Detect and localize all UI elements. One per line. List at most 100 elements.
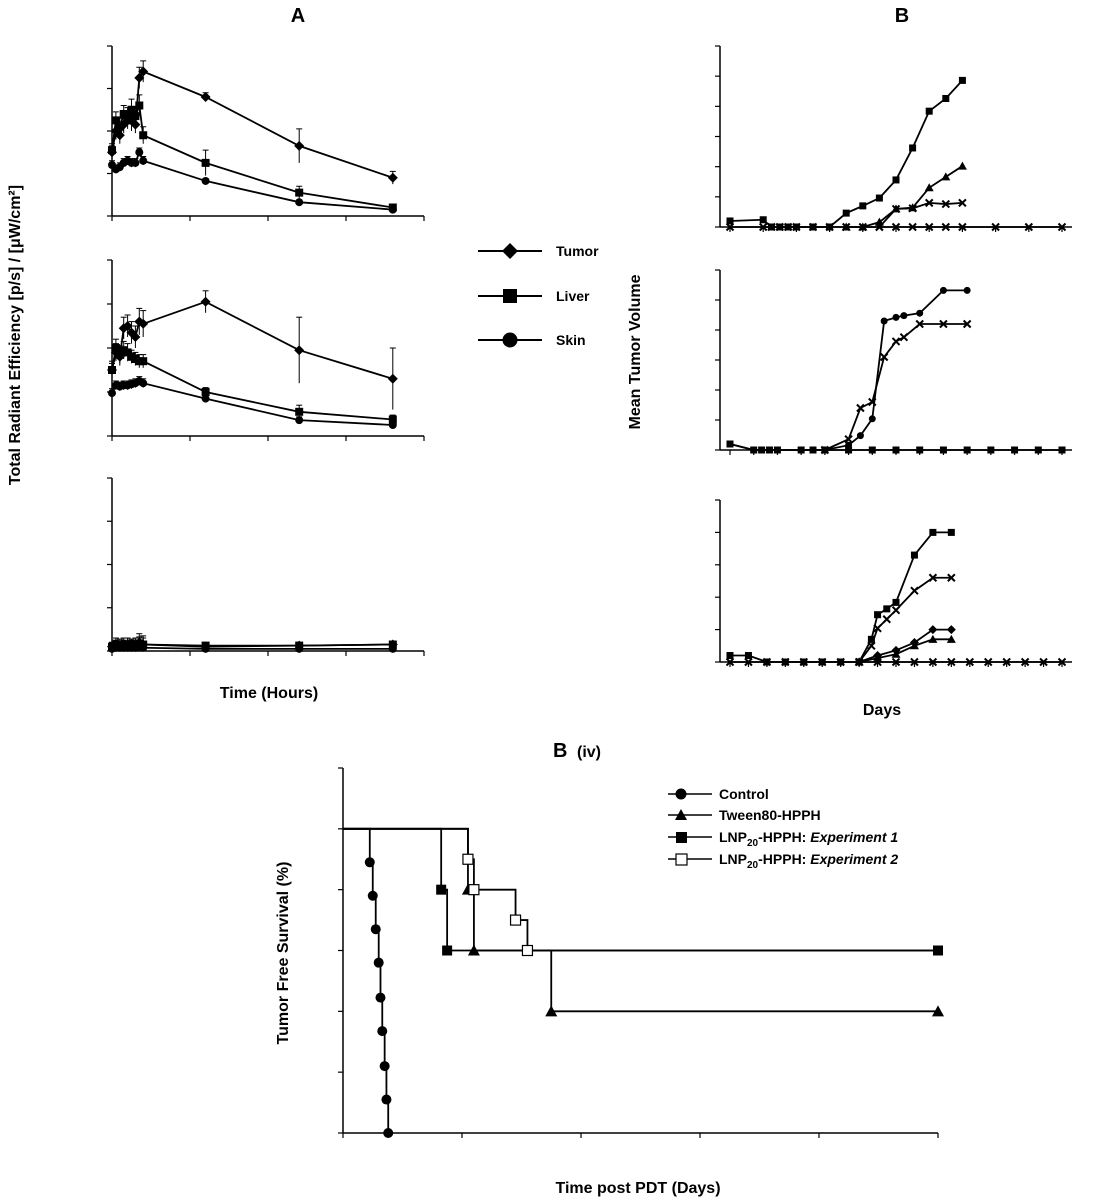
data-point bbox=[939, 319, 948, 329]
data-point bbox=[111, 116, 120, 125]
legend-biv-exp2-mid: -HPPH: bbox=[758, 851, 810, 867]
series-lnp20-hpph-experiment-1 bbox=[343, 827, 943, 956]
data-point bbox=[891, 657, 901, 667]
series-tumor bbox=[107, 60, 398, 185]
data-point bbox=[899, 332, 909, 342]
data-point bbox=[1039, 657, 1048, 667]
data-point bbox=[942, 94, 950, 102]
chart-a-ii bbox=[107, 259, 425, 441]
series-skin bbox=[108, 642, 397, 653]
data-point bbox=[891, 204, 901, 214]
data-point bbox=[377, 1026, 388, 1037]
series--2-5-6-7-9-10 bbox=[725, 657, 1067, 667]
data-point bbox=[873, 624, 882, 633]
series-liver bbox=[108, 94, 397, 212]
series-line bbox=[824, 323, 968, 451]
data-point bbox=[726, 217, 734, 225]
chart-b-iv bbox=[338, 767, 944, 1138]
data-point bbox=[135, 101, 144, 110]
legend-biv-tween: Tween80-HPPH bbox=[668, 807, 821, 823]
series--1-2-4 bbox=[726, 440, 1066, 454]
data-point bbox=[468, 884, 480, 896]
data-point bbox=[859, 202, 867, 210]
data-point bbox=[134, 72, 145, 83]
data-point bbox=[201, 644, 210, 653]
data-point bbox=[874, 611, 882, 619]
survival-step-line bbox=[343, 827, 390, 1133]
data-point bbox=[373, 957, 384, 968]
panel-label-a: A bbox=[291, 5, 305, 27]
data-point bbox=[963, 286, 971, 294]
data-point bbox=[924, 222, 934, 232]
legend-a: Tumor Liver Skin bbox=[478, 243, 599, 348]
legend-a-tumor-label: Tumor bbox=[556, 243, 599, 259]
data-point bbox=[792, 222, 801, 232]
data-point bbox=[375, 992, 386, 1003]
data-point bbox=[924, 183, 934, 192]
data-point bbox=[868, 446, 876, 454]
legend-biv-control-label: Control bbox=[719, 786, 769, 802]
data-point bbox=[295, 407, 304, 416]
series-line bbox=[878, 201, 963, 228]
b-y-axis-label: Mean Tumor Volume bbox=[627, 274, 644, 429]
data-point bbox=[201, 158, 210, 167]
data-point bbox=[880, 317, 888, 325]
legend-a-tumor-marker bbox=[502, 243, 518, 259]
data-point bbox=[809, 446, 817, 454]
data-point bbox=[891, 222, 901, 232]
legend-biv-exp2-label: LNP20-HPPH: Experiment 2 bbox=[719, 851, 898, 871]
data-point bbox=[841, 222, 851, 232]
data-point bbox=[947, 657, 956, 667]
data-point bbox=[856, 432, 864, 440]
data-point bbox=[910, 586, 919, 595]
legend-biv-exp1-label: LNP20-HPPH: Experiment 1 bbox=[719, 829, 898, 849]
legend-biv-exp1-italic: Experiment 1 bbox=[810, 829, 898, 845]
data-point bbox=[821, 446, 829, 454]
data-point bbox=[858, 222, 868, 232]
data-point bbox=[891, 605, 901, 615]
b-x-axis-label: Days bbox=[863, 702, 901, 719]
data-point bbox=[1057, 222, 1067, 232]
data-point bbox=[122, 321, 133, 331]
data-point bbox=[883, 605, 891, 613]
legend-biv-control: Control bbox=[668, 786, 769, 802]
data-point bbox=[910, 657, 919, 667]
data-point bbox=[987, 446, 995, 454]
legend-a-liver: Liver bbox=[478, 288, 590, 304]
data-point bbox=[892, 446, 900, 454]
data-point bbox=[882, 615, 891, 624]
data-point bbox=[842, 209, 850, 217]
data-point bbox=[135, 148, 144, 157]
legend-biv-control-marker bbox=[675, 788, 687, 800]
data-point bbox=[200, 296, 211, 307]
data-point bbox=[891, 337, 901, 346]
series-skin bbox=[108, 147, 397, 214]
data-point bbox=[462, 853, 474, 865]
data-point bbox=[130, 332, 141, 342]
chart-a-i bbox=[107, 45, 425, 221]
data-point bbox=[131, 158, 140, 167]
data-point bbox=[387, 373, 398, 384]
legend-biv-exp2: LNP20-HPPH: Experiment 2 bbox=[668, 851, 898, 871]
series--3 bbox=[841, 161, 967, 231]
series-liver bbox=[108, 338, 397, 424]
data-point bbox=[958, 222, 967, 232]
data-point bbox=[875, 222, 884, 232]
panel-label-biv: B (iv) bbox=[553, 740, 601, 762]
data-point bbox=[957, 161, 967, 170]
legend-biv-tween-label: Tween80-HPPH bbox=[719, 807, 821, 823]
data-point bbox=[941, 172, 951, 181]
panel-label-b: B bbox=[895, 5, 909, 27]
data-point bbox=[758, 446, 766, 454]
data-point bbox=[108, 146, 116, 155]
data-point bbox=[115, 350, 124, 359]
data-point bbox=[725, 657, 735, 667]
data-point bbox=[928, 657, 938, 667]
series-skin bbox=[108, 376, 397, 429]
data-point bbox=[379, 1061, 390, 1072]
data-point bbox=[139, 643, 148, 652]
data-point bbox=[138, 66, 149, 77]
data-point bbox=[294, 140, 305, 151]
data-point bbox=[963, 446, 971, 454]
